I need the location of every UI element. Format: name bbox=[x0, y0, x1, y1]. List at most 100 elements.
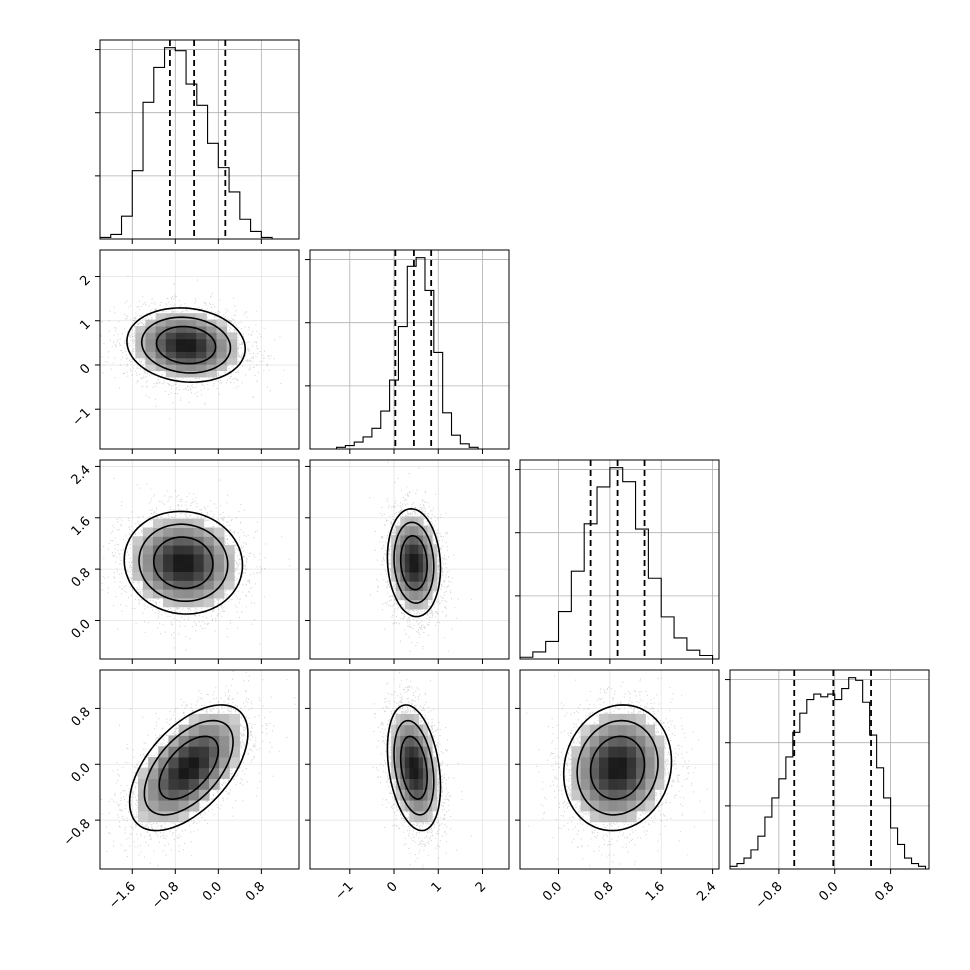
density-bin bbox=[413, 778, 419, 790]
density-bin bbox=[418, 756, 424, 769]
density-bin bbox=[188, 800, 200, 812]
density-bin bbox=[589, 724, 600, 736]
density-bin bbox=[413, 599, 419, 610]
density-bin bbox=[229, 724, 240, 736]
density-bin bbox=[173, 527, 184, 537]
density-bin bbox=[193, 571, 205, 581]
density-bin bbox=[196, 370, 207, 378]
density-bin bbox=[423, 724, 429, 736]
density-bin bbox=[400, 525, 406, 536]
density-bin bbox=[219, 746, 230, 758]
density-bin bbox=[173, 580, 184, 590]
density-bin bbox=[193, 518, 205, 528]
density-bin bbox=[209, 735, 220, 747]
density-bin bbox=[152, 536, 164, 546]
density-bin bbox=[186, 351, 197, 359]
panel-2-3: 0.0 0.8 1.6 2.4 bbox=[515, 669, 720, 904]
histogram-1 bbox=[310, 257, 505, 449]
density-bin bbox=[409, 724, 415, 736]
density-bin bbox=[138, 810, 149, 823]
density-bin bbox=[155, 345, 167, 352]
density-bin bbox=[188, 778, 200, 790]
density-bin bbox=[400, 516, 406, 527]
density-bin bbox=[418, 810, 424, 823]
density-bin bbox=[404, 516, 410, 527]
density-bin bbox=[173, 589, 184, 599]
density-bin bbox=[654, 767, 665, 780]
density-bin bbox=[409, 599, 415, 610]
density-bin bbox=[423, 800, 429, 812]
density-bin bbox=[626, 800, 637, 812]
density-bin bbox=[413, 581, 419, 591]
density-bin bbox=[142, 545, 154, 555]
density-bin bbox=[155, 313, 167, 321]
contour-1 bbox=[140, 316, 232, 374]
density-bin bbox=[138, 767, 149, 780]
density-bin bbox=[216, 351, 228, 359]
density-bin bbox=[617, 746, 628, 758]
density-bin bbox=[196, 319, 207, 327]
contour-2 bbox=[158, 735, 220, 801]
density-bin bbox=[213, 580, 225, 590]
density-bin bbox=[400, 562, 406, 573]
density-bin bbox=[589, 735, 600, 747]
density-bin bbox=[427, 778, 433, 790]
density-bin bbox=[626, 756, 637, 769]
density-bin bbox=[168, 756, 180, 769]
density-bin bbox=[608, 778, 619, 790]
density-bin bbox=[391, 735, 397, 747]
density-bin bbox=[599, 735, 609, 747]
density-bin bbox=[626, 724, 637, 736]
density-bin bbox=[608, 800, 619, 812]
density-bin bbox=[223, 562, 235, 573]
density-bin bbox=[617, 724, 628, 736]
density-bin bbox=[219, 713, 230, 726]
y-tick-label: 2.4 bbox=[69, 463, 94, 488]
density-bin bbox=[404, 724, 410, 736]
density-bin bbox=[209, 746, 220, 758]
density-bin bbox=[400, 534, 406, 545]
density-bin bbox=[395, 767, 401, 780]
density-bin bbox=[183, 536, 195, 546]
axes-frame bbox=[99, 39, 300, 240]
density-bin bbox=[636, 746, 646, 758]
density-bin bbox=[223, 571, 235, 581]
density-bin bbox=[178, 746, 190, 758]
density-bin bbox=[158, 767, 169, 780]
density-grid bbox=[391, 516, 438, 610]
contour-0 bbox=[126, 307, 247, 384]
density-bin bbox=[395, 735, 401, 747]
density-bin bbox=[423, 581, 429, 591]
density-bin bbox=[203, 597, 215, 608]
density-bin bbox=[148, 756, 159, 769]
panel-1-2 bbox=[305, 459, 510, 664]
density-bin bbox=[216, 345, 228, 352]
density-bin bbox=[165, 351, 177, 359]
density-bin bbox=[173, 518, 184, 528]
density-bin bbox=[599, 810, 609, 823]
density-bin bbox=[198, 756, 210, 769]
density-bin bbox=[206, 332, 217, 340]
density-bin bbox=[175, 345, 187, 352]
histogram-0 bbox=[100, 47, 294, 239]
density-bin bbox=[404, 590, 410, 601]
density-bin bbox=[423, 599, 429, 610]
density-bin bbox=[155, 325, 167, 333]
density-bin bbox=[173, 545, 184, 555]
y-tick-label: 0.8 bbox=[69, 705, 94, 730]
density-bin bbox=[196, 351, 207, 359]
density-bin bbox=[186, 357, 197, 365]
density-bin bbox=[413, 800, 419, 812]
density-bin bbox=[186, 345, 197, 352]
density-bin bbox=[427, 581, 433, 591]
density-bin bbox=[132, 545, 144, 555]
density-bin bbox=[432, 789, 438, 801]
panel-0-2: 0.0 0.8 1.6 2.4 bbox=[69, 459, 300, 664]
density-bin bbox=[599, 724, 609, 736]
x-tick-label: 0.0 bbox=[816, 879, 841, 904]
density-bin bbox=[418, 590, 424, 601]
density-bin bbox=[617, 756, 628, 769]
density-bin bbox=[209, 756, 220, 769]
density-bin bbox=[196, 332, 207, 340]
density-bin bbox=[608, 810, 619, 823]
